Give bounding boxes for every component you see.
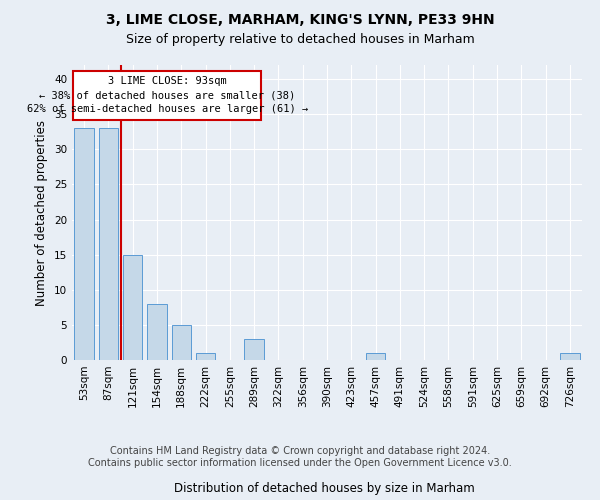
- Bar: [74, 128, 94, 360]
- Bar: [123, 254, 142, 360]
- Bar: [172, 325, 191, 360]
- Text: Distribution of detached houses by size in Marham: Distribution of detached houses by size …: [173, 482, 475, 495]
- Y-axis label: Number of detached properties: Number of detached properties: [35, 120, 49, 306]
- Text: 62% of semi-detached houses are larger (61) →: 62% of semi-detached houses are larger (…: [26, 104, 308, 115]
- Bar: [560, 353, 580, 360]
- Bar: [244, 339, 264, 360]
- Text: 3 LIME CLOSE: 93sqm: 3 LIME CLOSE: 93sqm: [108, 76, 227, 86]
- Text: Contains HM Land Registry data © Crown copyright and database right 2024.
Contai: Contains HM Land Registry data © Crown c…: [88, 446, 512, 468]
- Bar: [147, 304, 167, 360]
- Bar: [73, 70, 262, 120]
- Text: Size of property relative to detached houses in Marham: Size of property relative to detached ho…: [125, 32, 475, 46]
- Text: ← 38% of detached houses are smaller (38): ← 38% of detached houses are smaller (38…: [39, 90, 295, 101]
- Bar: [196, 353, 215, 360]
- Bar: [99, 128, 118, 360]
- Bar: [366, 353, 385, 360]
- Text: 3, LIME CLOSE, MARHAM, KING'S LYNN, PE33 9HN: 3, LIME CLOSE, MARHAM, KING'S LYNN, PE33…: [106, 12, 494, 26]
